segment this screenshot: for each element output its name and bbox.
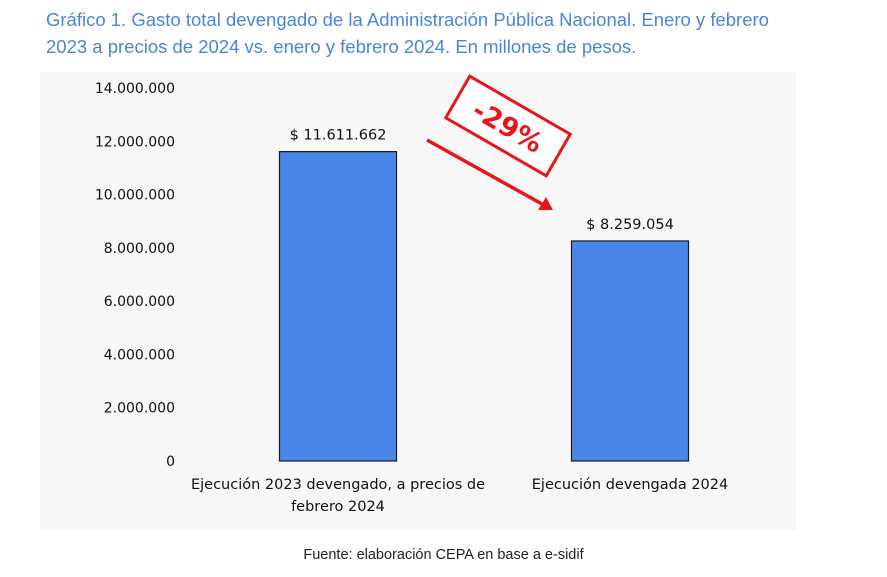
y-tick-label: 8.000.000 xyxy=(104,241,175,257)
bar xyxy=(278,151,398,462)
chart-title-line-2: 2023 a precios de 2024 vs. enero y febre… xyxy=(46,36,637,57)
x-category-label: febrero 2024 xyxy=(291,499,385,515)
annotation-arrow xyxy=(426,138,543,206)
y-tick-label: 12.000.000 xyxy=(95,134,175,150)
y-tick-label: 6.000.000 xyxy=(104,294,175,310)
y-tick-label: 10.000.000 xyxy=(95,188,175,204)
data-label: $ 8.259.054 xyxy=(586,217,674,233)
y-tick-label: 0 xyxy=(166,454,175,470)
chart-title-line-1: Gráfico 1. Gasto total devengado de la A… xyxy=(46,9,769,30)
chart-title: Gráfico 1. Gasto total devengado de la A… xyxy=(46,6,846,60)
annotation-arrowhead-icon xyxy=(538,197,553,210)
bar xyxy=(570,240,690,462)
y-tick-label: 14.000.000 xyxy=(95,81,175,97)
y-tick-label: 2.000.000 xyxy=(104,401,175,417)
annotation-box xyxy=(443,74,573,178)
data-label: $ 11.611.662 xyxy=(290,128,387,144)
source-note: Fuente: elaboración CEPA en base a e-sid… xyxy=(303,547,584,563)
y-tick-label: 4.000.000 xyxy=(104,347,175,363)
x-category-label: Ejecución devengada 2024 xyxy=(532,477,728,493)
x-category-label: Ejecución 2023 devengado, a precios de xyxy=(191,477,485,493)
